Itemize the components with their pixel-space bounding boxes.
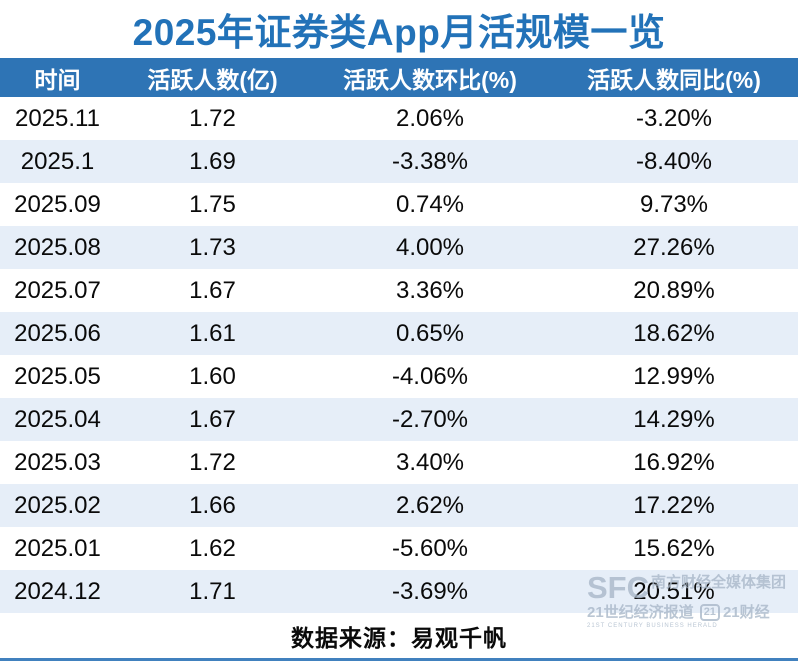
page-title: 2025年证券类App月活规模一览 [132, 12, 666, 53]
cell-time: 2025.05 [14, 362, 101, 390]
cell-mom: 4.00% [395, 233, 465, 261]
cell-mom: -2.70% [391, 405, 469, 433]
cell-yoy: 9.73% [639, 190, 709, 218]
table-row: 2025.09 1.75 0.74% 9.73% [0, 183, 798, 226]
bottom-rule [0, 658, 798, 661]
cell-yoy: -3.20% [635, 104, 713, 132]
table-row: 2025.04 1.67 -2.70% 14.29% [0, 398, 798, 441]
cell-mau: 1.61 [189, 319, 236, 347]
table-row: 2025.1 1.69 -3.38% -8.40% [0, 140, 798, 183]
cell-yoy: 20.89% [633, 276, 715, 304]
cell-yoy: 12.99% [633, 362, 715, 390]
cell-time: 2025.07 [14, 276, 101, 304]
cell-mau: 1.69 [189, 147, 236, 175]
table-row: 2025.02 1.66 2.62% 17.22% [0, 484, 798, 527]
cell-mom: 0.65% [395, 319, 465, 347]
header-yoy: 活跃人数同比(%) [587, 66, 761, 93]
header-time: 时间 [34, 66, 81, 93]
cell-yoy: -8.40% [635, 147, 713, 175]
cell-mom: 0.74% [395, 190, 465, 218]
cell-mau: 1.72 [189, 448, 236, 476]
cell-mom: -5.60% [391, 534, 469, 562]
header-mom: 活跃人数环比(%) [343, 66, 517, 93]
cell-mau: 1.66 [189, 491, 236, 519]
cell-time: 2025.1 [20, 147, 95, 175]
cell-time: 2024.12 [14, 577, 101, 605]
cell-mom: -4.06% [391, 362, 469, 390]
table-row: 2025.07 1.67 3.36% 20.89% [0, 269, 798, 312]
cell-mau: 1.67 [189, 276, 236, 304]
data-table: 时间 活跃人数(亿) 活跃人数环比(%) 活跃人数同比(%) 2025.11 1.… [0, 58, 798, 613]
cell-mau: 1.60 [189, 362, 236, 390]
cell-mau: 1.67 [189, 405, 236, 433]
cell-time: 2025.06 [14, 319, 101, 347]
cell-time: 2025.08 [14, 233, 101, 261]
cell-time: 2025.09 [14, 190, 101, 218]
cell-yoy: 14.29% [633, 405, 715, 433]
cell-mom: 3.40% [395, 448, 465, 476]
cell-yoy: 20.51% [633, 577, 715, 605]
table-row: 2025.03 1.72 3.40% 16.92% [0, 441, 798, 484]
cell-mau: 1.75 [189, 190, 236, 218]
cell-time: 2025.01 [14, 534, 101, 562]
cell-mau: 1.71 [189, 577, 236, 605]
cell-yoy: 27.26% [633, 233, 715, 261]
data-source-note: 数据来源：易观千帆 [291, 624, 507, 651]
cell-yoy: 16.92% [633, 448, 715, 476]
table-row: 2024.12 1.71 -3.69% 20.51% [0, 570, 798, 613]
table-row: 2025.08 1.73 4.00% 27.26% [0, 226, 798, 269]
table-body: 2025.11 1.72 2.06% -3.20% 2025.1 1.69 -3.38% -8… [0, 97, 798, 613]
cell-mom: 3.36% [395, 276, 465, 304]
cell-mom: -3.69% [391, 577, 469, 605]
cell-mau: 1.72 [189, 104, 236, 132]
cell-mau: 1.62 [189, 534, 236, 562]
cell-mom: 2.62% [395, 491, 465, 519]
table-header-row: 时间 活跃人数(亿) 活跃人数环比(%) 活跃人数同比(%) [0, 58, 798, 97]
cell-yoy: 15.62% [633, 534, 715, 562]
cell-mau: 1.73 [189, 233, 236, 261]
cell-mom: -3.38% [391, 147, 469, 175]
table-row: 2025.05 1.60 -4.06% 12.99% [0, 355, 798, 398]
cell-mom: 2.06% [395, 104, 465, 132]
table-row: 2025.06 1.61 0.65% 18.62% [0, 312, 798, 355]
header-mau: 活跃人数(亿) [147, 66, 278, 93]
cell-yoy: 18.62% [633, 319, 715, 347]
cell-time: 2025.03 [14, 448, 101, 476]
cell-time: 2025.04 [14, 405, 101, 433]
cell-time: 2025.02 [14, 491, 101, 519]
table-row: 2025.01 1.62 -5.60% 15.62% [0, 527, 798, 570]
cell-time: 2025.11 [15, 104, 100, 132]
table-row: 2025.11 1.72 2.06% -3.20% [0, 97, 798, 140]
cell-yoy: 17.22% [633, 491, 715, 519]
